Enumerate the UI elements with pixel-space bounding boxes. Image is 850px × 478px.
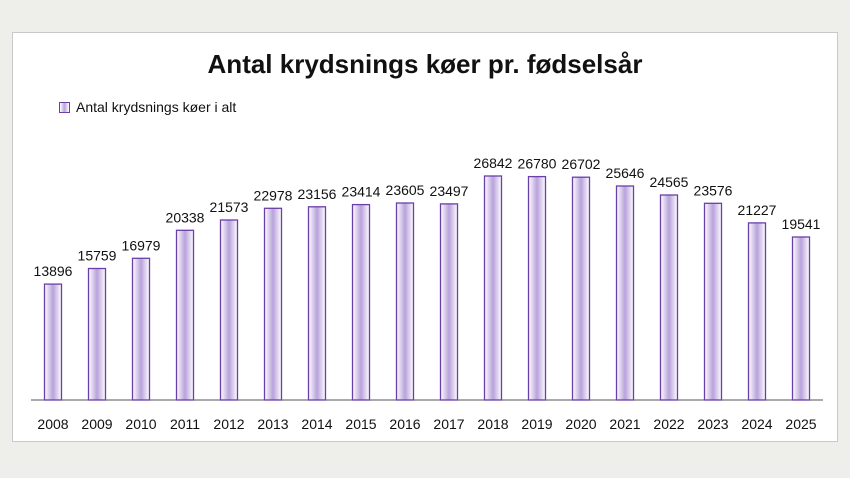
- data-label-2023: 23576: [694, 182, 733, 198]
- bar-2012: [219, 219, 239, 401]
- x-tick-label-2024: 2024: [741, 416, 772, 432]
- x-tick-label-2022: 2022: [653, 416, 684, 432]
- bar-2024: [747, 222, 767, 401]
- x-tick-label-2020: 2020: [565, 416, 596, 432]
- bar-2018: [483, 175, 503, 401]
- legend-swatch: [59, 101, 70, 113]
- legend-label: Antal krydsnings køer i alt: [76, 99, 237, 115]
- bar-2021: [615, 185, 635, 401]
- x-tick-label-2016: 2016: [389, 416, 420, 432]
- x-tick-label-2013: 2013: [257, 416, 288, 432]
- data-label-2022: 24565: [650, 174, 689, 190]
- data-label-2016: 23605: [386, 182, 425, 198]
- bar-2019: [527, 175, 547, 401]
- data-label-2018: 26842: [474, 155, 513, 171]
- data-label-2017: 23497: [430, 183, 469, 199]
- data-label-2015: 23414: [342, 184, 381, 200]
- data-label-2012: 21573: [210, 199, 249, 215]
- x-tick-label-2010: 2010: [125, 416, 156, 432]
- bar-2011: [175, 229, 195, 401]
- chart-title: Antal krydsnings køer pr. fødselsår: [207, 49, 643, 79]
- chart-frame: Antal krydsnings køer pr. fødselsår Anta…: [12, 32, 838, 442]
- bar-2016: [395, 202, 415, 401]
- bar-2014: [307, 206, 327, 401]
- bar-2017: [439, 203, 459, 401]
- x-tick-label-2008: 2008: [37, 416, 68, 432]
- bar-2022: [659, 194, 679, 401]
- bar-2010: [131, 257, 151, 401]
- x-tick-label-2009: 2009: [81, 416, 112, 432]
- x-tick-label-2023: 2023: [697, 416, 728, 432]
- data-label-2010: 16979: [122, 237, 161, 253]
- x-tick-label-2014: 2014: [301, 416, 332, 432]
- x-tick-label-2011: 2011: [170, 416, 200, 432]
- data-label-2024: 21227: [738, 202, 777, 218]
- data-label-2021: 25646: [606, 165, 645, 181]
- x-tick-label-2021: 2021: [609, 416, 640, 432]
- bar-2008: [43, 283, 63, 401]
- bar-2015: [351, 203, 371, 401]
- data-label-2020: 26702: [562, 156, 601, 172]
- data-label-2008: 13896: [34, 263, 73, 279]
- bar-2009: [87, 267, 107, 401]
- bar-2025: [791, 236, 811, 401]
- data-label-2011: 20338: [166, 209, 205, 225]
- data-label-2009: 15759: [78, 248, 117, 264]
- x-tick-label-2018: 2018: [477, 416, 508, 432]
- x-tick-label-2017: 2017: [433, 416, 464, 432]
- x-tick-label-2015: 2015: [345, 416, 376, 432]
- bar-2020: [571, 176, 591, 401]
- bar-2023: [703, 202, 723, 401]
- data-label-2013: 22978: [254, 187, 293, 203]
- x-tick-label-2019: 2019: [521, 416, 552, 432]
- x-tick-label-2025: 2025: [785, 416, 816, 432]
- data-label-2014: 23156: [298, 186, 337, 202]
- data-label-2025: 19541: [782, 216, 821, 232]
- legend: Antal krydsnings køer i alt: [59, 99, 236, 115]
- data-label-2019: 26780: [518, 156, 557, 172]
- x-tick-label-2012: 2012: [213, 416, 244, 432]
- bar-2013: [263, 207, 283, 401]
- bar-chart: 13896 2008 15759 2009 16979 2010 20338 2011 2157…: [31, 155, 823, 432]
